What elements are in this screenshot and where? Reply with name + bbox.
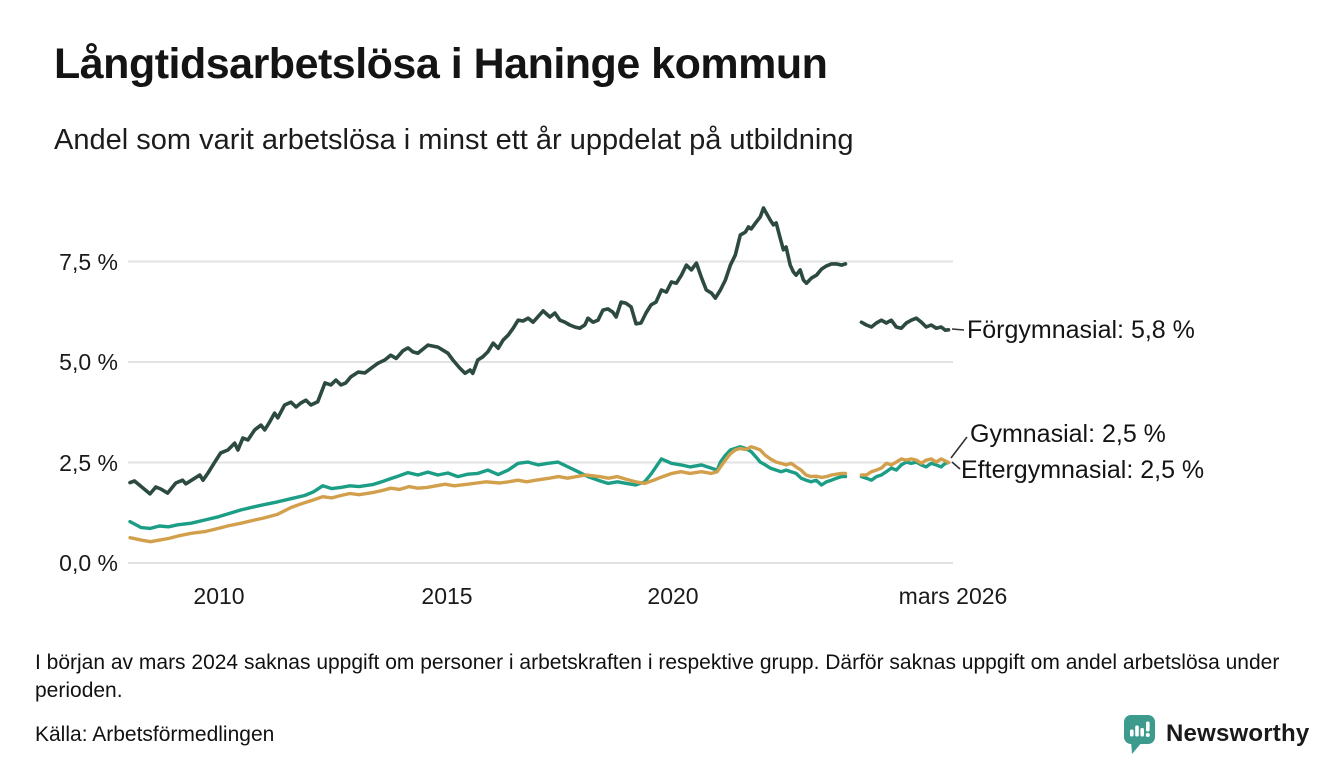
y-axis-tick-label: 7,5 % (59, 249, 118, 275)
x-axis-tick-label: 2015 (421, 583, 473, 609)
x-axis-tick-label: 2010 (193, 583, 245, 609)
series-line-förgymnasial (128, 206, 848, 496)
source-attribution: Källa: Arbetsförmedlingen (35, 723, 275, 746)
gridlines (128, 260, 953, 564)
series-line-eftergymnasial (859, 457, 951, 477)
series-line-gymnasial (128, 445, 848, 531)
series-label-gymnasial: Gymnasial: 2,5 % (970, 420, 1166, 448)
series-line-förgymnasial (859, 316, 951, 333)
x-axis-tick-label: mars 2026 (898, 583, 1008, 609)
page-title: Långtidsarbetslösa i Haninge kommun (54, 40, 828, 88)
y-axis-tick-label: 0,0 % (59, 550, 118, 576)
connector-forgymnasial (951, 328, 965, 331)
series-lines (128, 206, 951, 544)
connector-eftergymnasial (951, 461, 961, 470)
annotation-connectors (950, 328, 968, 470)
x-axis-tick-label: 2020 (647, 583, 699, 609)
y-axis-tick-label: 2,5 % (59, 450, 118, 476)
series-label-forgymnasial: Förgymnasial: 5,8 % (967, 316, 1195, 344)
series-line-eftergymnasial (128, 445, 848, 544)
connector-gymnasial (950, 436, 968, 459)
newsworthy-logo-icon (1124, 715, 1155, 754)
newsworthy-logo-text: Newsworthy (1166, 720, 1310, 747)
series-line-gymnasial (859, 460, 951, 482)
y-axis-tick-label: 5,0 % (59, 349, 118, 375)
series-label-eftergymnasial: Eftergymnasial: 2,5 % (961, 456, 1205, 484)
newsworthy-branding: Newsworthy (1122, 712, 1322, 756)
page-subtitle: Andel som varit arbetslösa i minst ett å… (54, 124, 854, 156)
chart-footnote: I början av mars 2024 saknas uppgift om … (35, 651, 1280, 702)
